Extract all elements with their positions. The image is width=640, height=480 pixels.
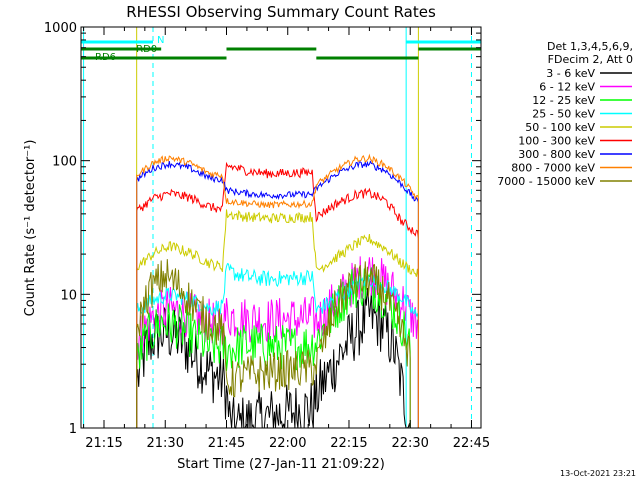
x-axis-label: Start Time (27-Jan-11 21:09:22) bbox=[177, 457, 385, 472]
plot-frame bbox=[80, 26, 482, 429]
series-3-6-kevline bbox=[136, 287, 411, 430]
series-100-300-kevline bbox=[136, 161, 419, 428]
flag-label-n: N bbox=[157, 35, 164, 46]
series-path-8 bbox=[136, 259, 411, 428]
x-tick-label-1: 21:30 bbox=[147, 436, 184, 451]
flag-rd0: RD0 bbox=[81, 44, 481, 55]
x-tick-label-2: 21:45 bbox=[208, 436, 245, 451]
x-tick-label-4: 22:15 bbox=[330, 436, 367, 451]
x-tick-label-3: 22:00 bbox=[269, 436, 306, 451]
legend-label-2: 12 - 25 keV bbox=[532, 94, 595, 107]
series-800-7000-kevline bbox=[136, 153, 419, 428]
y-tick-label-3: 1000 bbox=[44, 21, 77, 36]
legend-label-8: 7000 - 15000 keV bbox=[497, 175, 595, 188]
legend-label-6: 300 - 800 keV bbox=[518, 148, 595, 161]
series-7000-15000-kevline bbox=[136, 259, 411, 428]
series-path-6 bbox=[136, 160, 419, 428]
legend-label-5: 100 - 300 keV bbox=[518, 135, 595, 148]
series-path-4 bbox=[136, 209, 419, 428]
series-path-5 bbox=[136, 161, 419, 428]
series-path-0 bbox=[136, 287, 411, 430]
series-path-1 bbox=[136, 256, 419, 428]
x-tick-label-5: 22:30 bbox=[391, 436, 428, 451]
legend-label-0: 3 - 6 keV bbox=[546, 67, 595, 80]
y-tick-label-2: 100 bbox=[52, 155, 77, 170]
y-tick-label-0: 1 bbox=[69, 422, 77, 437]
series-300-800-kevline bbox=[136, 160, 419, 428]
series-path-7 bbox=[136, 153, 419, 428]
axes: 21:15 21:30 21:45 22:00 22:15 22:30 22:45 1 10 10… bbox=[44, 21, 490, 451]
flag-rd6: RD6 bbox=[81, 52, 419, 63]
legend-header-0: Det 1,3,4,5,6,9, bbox=[547, 40, 633, 53]
y-axis-label: Count Rate (s⁻¹ detector⁻¹) bbox=[23, 140, 38, 317]
timestamp: 13-Oct-2021 23:21 bbox=[560, 469, 636, 478]
chart-title: RHESSI Observing Summary Count Rates bbox=[126, 3, 436, 21]
series-layer bbox=[136, 153, 419, 430]
x-tick-label-0: 21:15 bbox=[85, 436, 122, 451]
legend-header-1: FDecim 2, Att 0 bbox=[548, 53, 633, 66]
flag-n: N bbox=[81, 35, 481, 46]
series-50-100-kevline bbox=[136, 209, 419, 428]
legend-label-4: 50 - 100 keV bbox=[525, 121, 595, 134]
x-tick-label-6: 22:45 bbox=[453, 436, 490, 451]
legend-label-3: 25 - 50 keV bbox=[532, 108, 595, 121]
legend: Det 1,3,4,5,6,9,FDecim 2, Att 03 - 6 keV… bbox=[497, 40, 633, 188]
series-6-12-kevline bbox=[136, 256, 419, 428]
flag-label-rd0: RD0 bbox=[136, 44, 157, 55]
vertical-markers bbox=[83, 27, 472, 428]
legend-label-1: 6 - 12 keV bbox=[539, 81, 595, 94]
flag-label-rd6: RD6 bbox=[95, 52, 116, 63]
legend-label-7: 800 - 7000 keV bbox=[511, 162, 595, 175]
y-tick-label-1: 10 bbox=[60, 288, 77, 303]
